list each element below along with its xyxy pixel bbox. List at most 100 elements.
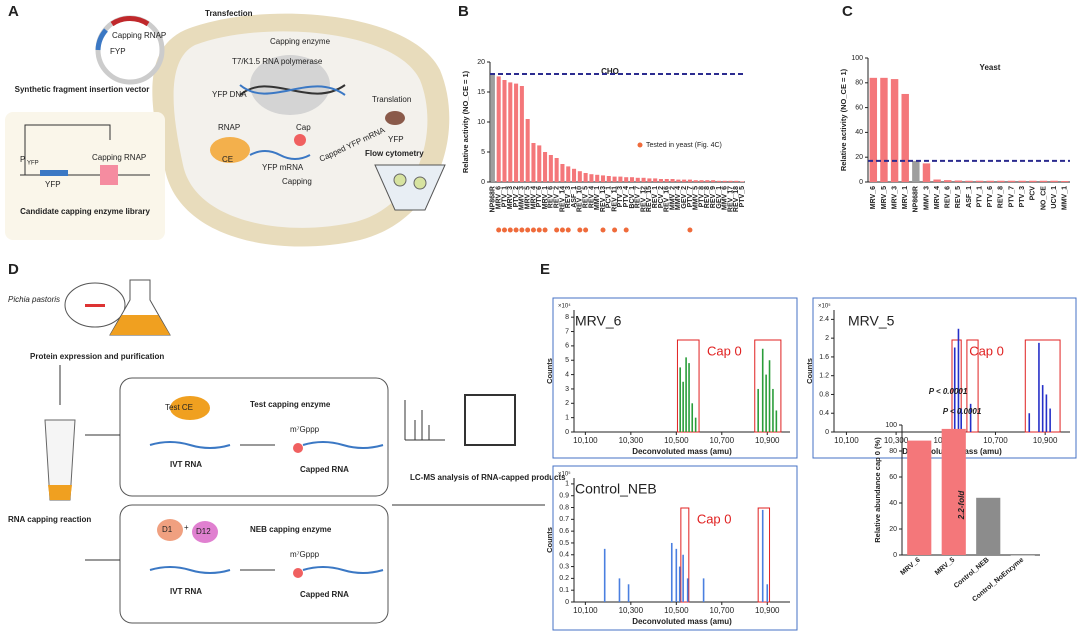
x-tick-label: MRV_5 <box>881 186 888 209</box>
x-tick-label: MRV_6 <box>496 186 503 209</box>
spectrum-title: MRV_6 <box>575 313 622 329</box>
x-tick-label: MRV_5 <box>934 557 956 577</box>
bar <box>537 145 542 182</box>
chart-title: CHO <box>601 67 619 76</box>
spectrum-icon <box>404 400 445 441</box>
connector <box>85 434 120 561</box>
x-axis-label: Deconvoluted mass (amu) <box>632 447 732 456</box>
label: Candidate capping enzyme library <box>20 207 150 216</box>
annotation: P < 0.0001 <box>929 387 968 396</box>
x-tick-label: REV_18 <box>733 186 740 212</box>
label: YFP <box>388 135 404 144</box>
x-tick-label: MMV_4 <box>675 186 682 210</box>
y-tick-label: 7 <box>565 328 569 335</box>
x-tick-label: PTV_6 <box>536 186 543 208</box>
rna <box>302 566 384 574</box>
dna <box>239 84 346 96</box>
cap0-box <box>680 507 690 603</box>
x-tick-label: 10,700 <box>710 606 735 615</box>
bar <box>658 179 663 182</box>
label: m⁷Gppp <box>290 425 320 434</box>
label: Transfection <box>205 9 253 18</box>
spectrum-frame <box>552 465 798 631</box>
y-tick-label: 60 <box>889 474 897 481</box>
x-tick-label: REV_4 <box>588 186 595 208</box>
x-tick-label: MMV_6 <box>722 186 729 210</box>
x-tick-label: PCV <box>1030 186 1037 201</box>
tested-dot <box>565 227 571 233</box>
test-ce-shape <box>170 396 210 420</box>
spectrum-title: MRV_5 <box>848 313 895 329</box>
y-tick-label: 0.3 <box>559 563 569 570</box>
y-tick-label: 15 <box>477 89 485 96</box>
x-tick-label: MMV_3 <box>519 186 526 210</box>
bar <box>612 176 617 182</box>
bar <box>1029 180 1037 182</box>
panel-label: A <box>8 3 19 20</box>
x-tick-label: REV_6 <box>945 186 952 208</box>
x-tick-label: 10,300 <box>619 436 644 445</box>
bar <box>901 93 909 182</box>
bar <box>519 86 524 182</box>
x-tick-label: PTV_3 <box>1019 186 1026 208</box>
x-tick-label: PTV_4 <box>623 186 630 208</box>
x-tick-label: REV_16 <box>664 186 671 212</box>
y-tick-label: 40 <box>855 129 863 136</box>
bar <box>560 164 565 182</box>
bar <box>728 180 733 182</box>
x-tick-label: ASF_1 <box>966 186 973 208</box>
x-tick-label: PTV_8 <box>698 186 705 208</box>
ms-icon <box>464 394 516 446</box>
x-tick-label: REV_8 <box>998 186 1005 208</box>
cap-shape <box>294 134 306 146</box>
label: T7/K1.5 RNA polymerase <box>232 57 323 66</box>
tested-dot <box>496 227 502 233</box>
rna <box>302 441 384 449</box>
x-tick-label: REV_15 <box>646 186 653 212</box>
y-tick-label: 20 <box>477 59 485 66</box>
tube-liquid <box>48 485 72 500</box>
x-tick-label: PTV_3 <box>617 186 624 208</box>
x-tick-label: PTV_7 <box>1008 186 1015 208</box>
mrna <box>249 150 311 160</box>
tested-dot <box>507 227 513 233</box>
x-tick-label: MRV_1 <box>542 186 549 209</box>
ce-shape <box>210 137 250 163</box>
x-tick-label: REV_14 <box>559 186 566 212</box>
x-tick-label: REV_11 <box>611 186 618 212</box>
label: Capping RNAP <box>112 31 166 40</box>
bar <box>693 180 698 182</box>
panel-label: E <box>540 261 550 278</box>
y-axis-label: Counts <box>545 358 554 384</box>
bar <box>676 179 681 182</box>
x-tick-label: MRV_4 <box>530 186 537 209</box>
x-tick-label: REV_7 <box>635 186 642 208</box>
label: Capping enzyme <box>270 37 331 46</box>
bar <box>600 175 606 182</box>
y-tick-label: 20 <box>855 154 863 161</box>
label: P <box>20 155 25 164</box>
x-tick-label: REV_17 <box>727 186 734 212</box>
label: Test CE <box>165 403 193 412</box>
y-multiplier: ×10⁴ <box>558 303 571 310</box>
x-tick-label: 10,900 <box>755 436 780 445</box>
cap0-box <box>757 507 771 603</box>
bar <box>514 83 519 182</box>
y-tick-label: 0.9 <box>559 493 569 500</box>
y-tick-label: 0 <box>825 429 829 436</box>
library-gene <box>100 165 118 185</box>
x-tick-label: MRV_5 <box>525 186 532 209</box>
legend-marker <box>637 142 643 148</box>
x-tick-label: 10,900 <box>1033 436 1058 445</box>
x-tick-label: 10,100 <box>573 606 598 615</box>
label: m⁷Gppp <box>290 550 320 559</box>
bar <box>664 179 669 182</box>
y-tick-label: 2 <box>825 335 829 342</box>
bar <box>890 79 899 182</box>
x-tick-label: REV_2 <box>553 186 560 208</box>
y-tick-label: 2.4 <box>819 316 829 323</box>
x-tick-label: PTV_1 <box>976 186 983 208</box>
label: D12 <box>196 527 211 536</box>
bar <box>490 74 495 182</box>
